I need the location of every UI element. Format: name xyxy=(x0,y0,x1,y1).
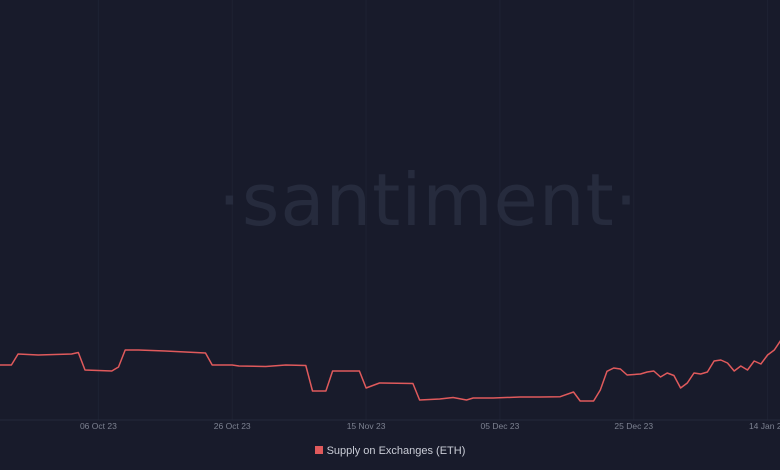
grid xyxy=(97,0,769,420)
x-tick-label: 26 Oct 23 xyxy=(214,421,251,431)
x-tick-label: 05 Dec 23 xyxy=(481,421,520,431)
legend-label: Supply on Exchanges (ETH) xyxy=(326,445,466,457)
series-line-supply-on-exchanges xyxy=(0,340,780,402)
santiment-watermark: ·santiment· xyxy=(218,158,639,242)
legend[interactable]: Supply on Exchanges (ETH) xyxy=(0,445,780,457)
x-tick-label: 06 Oct 23 xyxy=(80,421,117,431)
x-tick-label: 25 Dec 23 xyxy=(614,421,653,431)
x-tick-label: 14 Jan 24 xyxy=(749,421,780,431)
legend-swatch xyxy=(314,446,323,454)
x-tick-label: 15 Nov 23 xyxy=(347,421,386,431)
x-axis-ticks: 06 Oct 23 26 Oct 23 15 Nov 23 05 Dec 23 25 D… xyxy=(80,421,780,431)
